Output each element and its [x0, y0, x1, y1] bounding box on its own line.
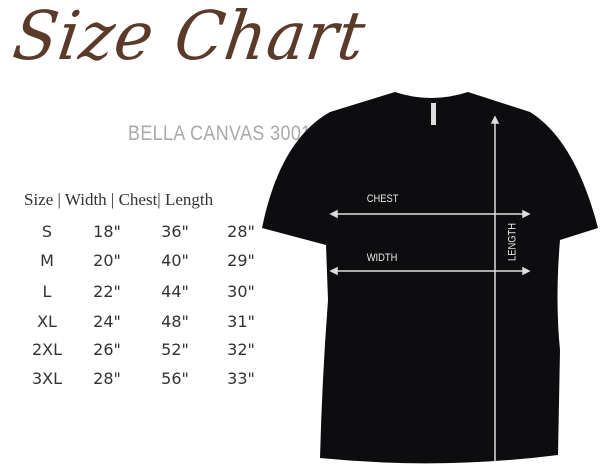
tshirt-shape [262, 92, 598, 464]
neck-label [431, 103, 436, 125]
table-row: XL 24" 48" 31" [0, 312, 290, 340]
width-cell: 22" [93, 282, 121, 301]
chest-cell: 44" [161, 282, 189, 301]
length-cell: 33" [227, 369, 255, 388]
length-cell: 29" [227, 251, 255, 270]
size-cell: 2XL [31, 340, 63, 359]
length-cell: 31" [227, 312, 255, 331]
length-label: LENGTH [506, 223, 519, 261]
table-row: S 18" 36" 28" [0, 222, 290, 250]
length-cell: 30" [227, 282, 255, 301]
width-cell: 18" [93, 222, 121, 241]
chest-cell: 52" [161, 340, 189, 359]
size-cell: S [41, 222, 53, 241]
length-cell: 32" [227, 340, 255, 359]
chest-cell: 36" [161, 222, 189, 241]
width-cell: 28" [93, 369, 121, 388]
table-row: 2XL 26" 52" 32" [0, 340, 290, 368]
table-row: L 22" 44" 30" [0, 282, 290, 310]
table-row: 3XL 28" 56" 33" [0, 369, 290, 397]
size-cell: M [40, 251, 54, 270]
chest-cell: 40" [161, 251, 189, 270]
chest-cell: 48" [161, 312, 189, 331]
width-label: WIDTH [366, 252, 398, 264]
size-cell: 3XL [31, 369, 63, 388]
table-row: M 20" 40" 29" [0, 251, 290, 279]
size-cell: XL [37, 312, 57, 331]
chest-label: CHEST [366, 193, 399, 205]
product-subtitle: BELLA CANVAS 3001 [128, 122, 312, 145]
width-cell: 26" [93, 340, 121, 359]
width-cell: 24" [93, 312, 121, 331]
chest-cell: 56" [161, 369, 189, 388]
table-header: Size | Width | Chest| Length [24, 190, 214, 209]
length-cell: 28" [227, 222, 255, 241]
size-cell: L [42, 282, 52, 301]
width-cell: 20" [93, 251, 121, 270]
